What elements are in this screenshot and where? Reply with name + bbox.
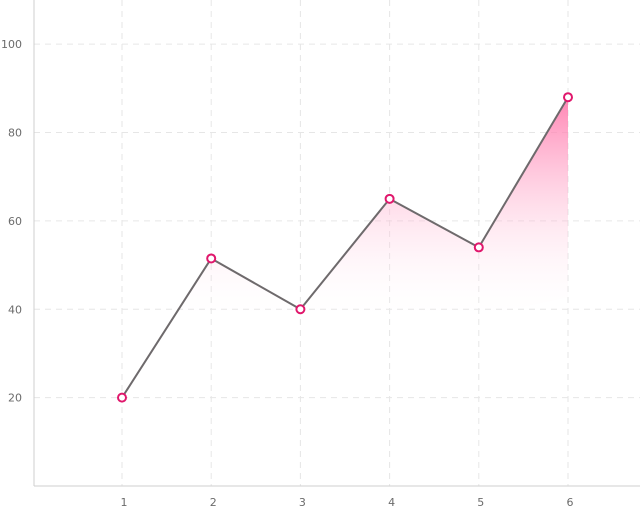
data-point[interactable]: [295, 304, 306, 315]
series-area: [122, 97, 568, 398]
series-line-group: [121, 96, 569, 399]
data-point[interactable]: [117, 392, 127, 403]
x-tick-label: 2: [210, 496, 217, 509]
series-line: [121, 96, 569, 399]
data-points: [117, 92, 573, 403]
axes: [33, 0, 640, 487]
data-point[interactable]: [206, 253, 217, 264]
x-tick-label: 1: [121, 496, 128, 509]
tick-labels: 20 40 60 80 100 1 2 3 4 5 6: [1, 38, 574, 509]
x-tick-label: 3: [299, 496, 306, 509]
data-point[interactable]: [384, 193, 395, 204]
y-tick-label: 20: [8, 392, 22, 405]
data-point[interactable]: [473, 242, 484, 253]
x-tick-label: 4: [388, 496, 395, 509]
area-fill: [122, 97, 568, 398]
x-tick-label: 6: [567, 496, 574, 509]
x-tick-label: 5: [477, 496, 484, 509]
y-tick-label: 40: [8, 303, 22, 316]
y-tick-label: 100: [1, 38, 22, 51]
data-point[interactable]: [563, 92, 573, 103]
y-tick-label: 80: [8, 127, 22, 140]
y-tick-label: 60: [8, 215, 22, 228]
